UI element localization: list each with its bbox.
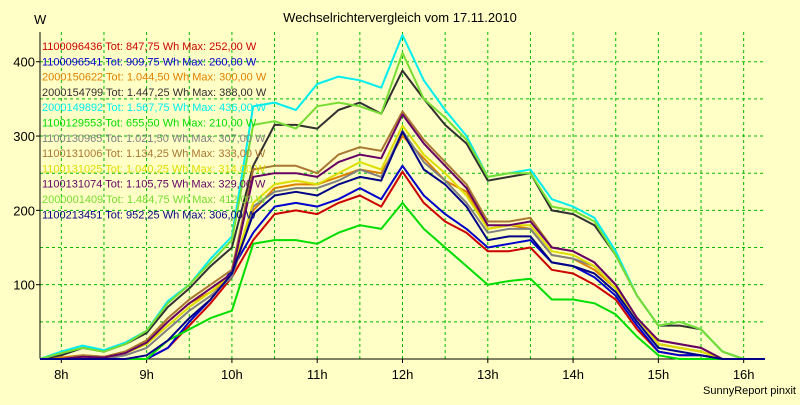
x-tick-label: 13h bbox=[477, 367, 499, 382]
series-line-1100129553 bbox=[40, 201, 765, 360]
series-line-1100213451 bbox=[40, 130, 765, 360]
legend-entry-2000150622: 2000150622 Tot: 1.044,50 Wh Max: 300,00 … bbox=[42, 72, 267, 84]
chart-title: Wechselrichtervergleich vom 17.11.2010 bbox=[283, 10, 517, 25]
legend: 1100096436 Tot: 847,75 Wh Max: 252,00 W 1… bbox=[42, 41, 267, 221]
legend-entry-1100096436: 1100096436 Tot: 847,75 Wh Max: 252,00 W bbox=[42, 41, 257, 53]
y-tick-label: 400 bbox=[13, 55, 35, 70]
legend-entry-2000149892: 2000149892 Tot: 1.567,75 Wh Max: 436,00 … bbox=[42, 102, 267, 114]
y-tick-label: 300 bbox=[13, 129, 35, 144]
legend-entry-1100213451: 1100213451 Tot: 952,25 Wh Max: 306,00 W bbox=[42, 209, 257, 221]
x-tick-label: 8h bbox=[54, 367, 68, 382]
x-tick-label: 12h bbox=[392, 367, 414, 382]
y-tick-label: 100 bbox=[13, 278, 35, 293]
x-tick-label: 14h bbox=[562, 367, 584, 382]
series-line-2000001409 bbox=[39, 51, 765, 360]
legend-entry-1100131074: 1100131074 Tot: 1.105,75 Wh Max: 329,00 … bbox=[42, 179, 266, 191]
x-tick-label: 16h bbox=[733, 367, 755, 382]
x-tick-label: 15h bbox=[648, 367, 670, 382]
series-lines bbox=[39, 34, 765, 360]
legend-entry-1100131025: 1100131025 Tot: 1.040,25 Wh Max: 314,00 … bbox=[42, 163, 266, 175]
legend-entry-1100096541: 1100096541 Tot: 909,75 Wh Max: 260,00 W bbox=[42, 56, 257, 68]
x-tick-label: 11h bbox=[307, 367, 328, 382]
legend-entry-1100130965: 1100130965 Tot: 1.021,50 Wh Max: 307,00 … bbox=[42, 133, 266, 145]
legend-entry-1100129553: 1100129553 Tot: 655,50 Wh Max: 210,00 W bbox=[42, 118, 257, 130]
series-line-1100131074 bbox=[40, 113, 765, 360]
x-tick-label: 10h bbox=[221, 367, 243, 382]
axes: 8h 9h 10h 11h 12h 13h 14h 15h 16h 100 200 300 400 bbox=[13, 32, 765, 382]
legend-entry-2000154799: 2000154799 Tot: 1.447,25 Wh Max: 388,00 … bbox=[42, 87, 267, 99]
y-tick-label: 200 bbox=[13, 203, 35, 218]
series-line-1100096541 bbox=[40, 164, 765, 360]
legend-entry-1100131006: 1100131006 Tot: 1.134,25 Wh Max: 333,00 … bbox=[42, 148, 266, 160]
legend-entry-2000001409: 2000001409 Tot: 1.484,75 Wh Max: 412,00 … bbox=[42, 194, 267, 206]
footer-credit: SunnyReport pinxit bbox=[703, 385, 796, 397]
x-tick-label: 9h bbox=[139, 367, 153, 382]
y-axis-unit-label: W bbox=[34, 12, 47, 27]
